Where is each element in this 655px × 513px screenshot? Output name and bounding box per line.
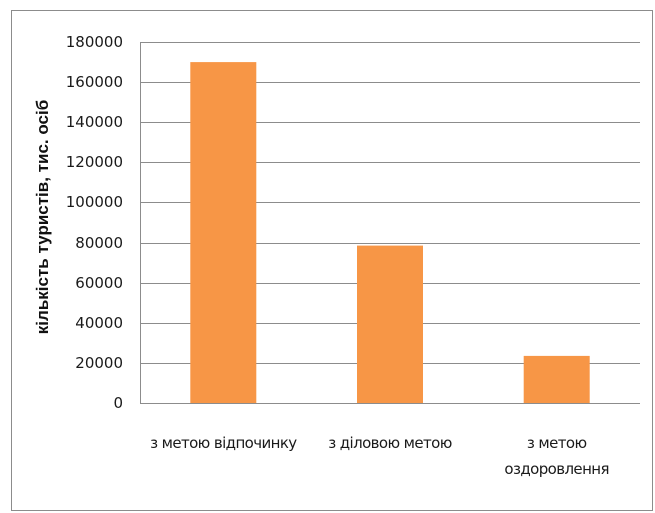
x-category-label: з метою відпочинку xyxy=(150,434,297,452)
x-category-label-line: оздоровлення xyxy=(504,460,609,478)
y-tick-label: 80000 xyxy=(75,234,123,252)
x-category-label: з діловою метою xyxy=(328,434,452,452)
y-tick-labels: 0 20000 40000 60000 80000 100000 120000 140000 1… xyxy=(66,33,123,412)
y-tick-label: 40000 xyxy=(75,314,123,332)
y-axis-title: кількість туристів, тис. осіб xyxy=(33,100,52,334)
x-category-label: з метою оздоровлення xyxy=(504,434,609,478)
chart-frame xyxy=(11,10,653,511)
bar xyxy=(190,62,257,403)
y-tick-label: 60000 xyxy=(75,274,123,292)
x-category-labels: з метою відпочинку з діловою метою з метою… xyxy=(150,434,609,478)
bar xyxy=(523,355,590,403)
bar xyxy=(357,245,423,403)
axes xyxy=(140,42,640,404)
y-tick-label: 180000 xyxy=(66,33,123,51)
y-tick-label: 20000 xyxy=(75,354,123,372)
y-tick-label: 100000 xyxy=(66,193,123,211)
x-category-label-line: з метою xyxy=(527,434,587,452)
y-tick-label: 140000 xyxy=(66,113,123,131)
y-tick-label: 160000 xyxy=(66,73,123,91)
y-tick-label: 0 xyxy=(113,394,123,412)
bar-series xyxy=(190,62,590,403)
x-category-label-line: з діловою метою xyxy=(328,434,452,452)
y-tick-label: 120000 xyxy=(66,153,123,171)
x-category-label-line: з метою відпочинку xyxy=(150,434,297,452)
